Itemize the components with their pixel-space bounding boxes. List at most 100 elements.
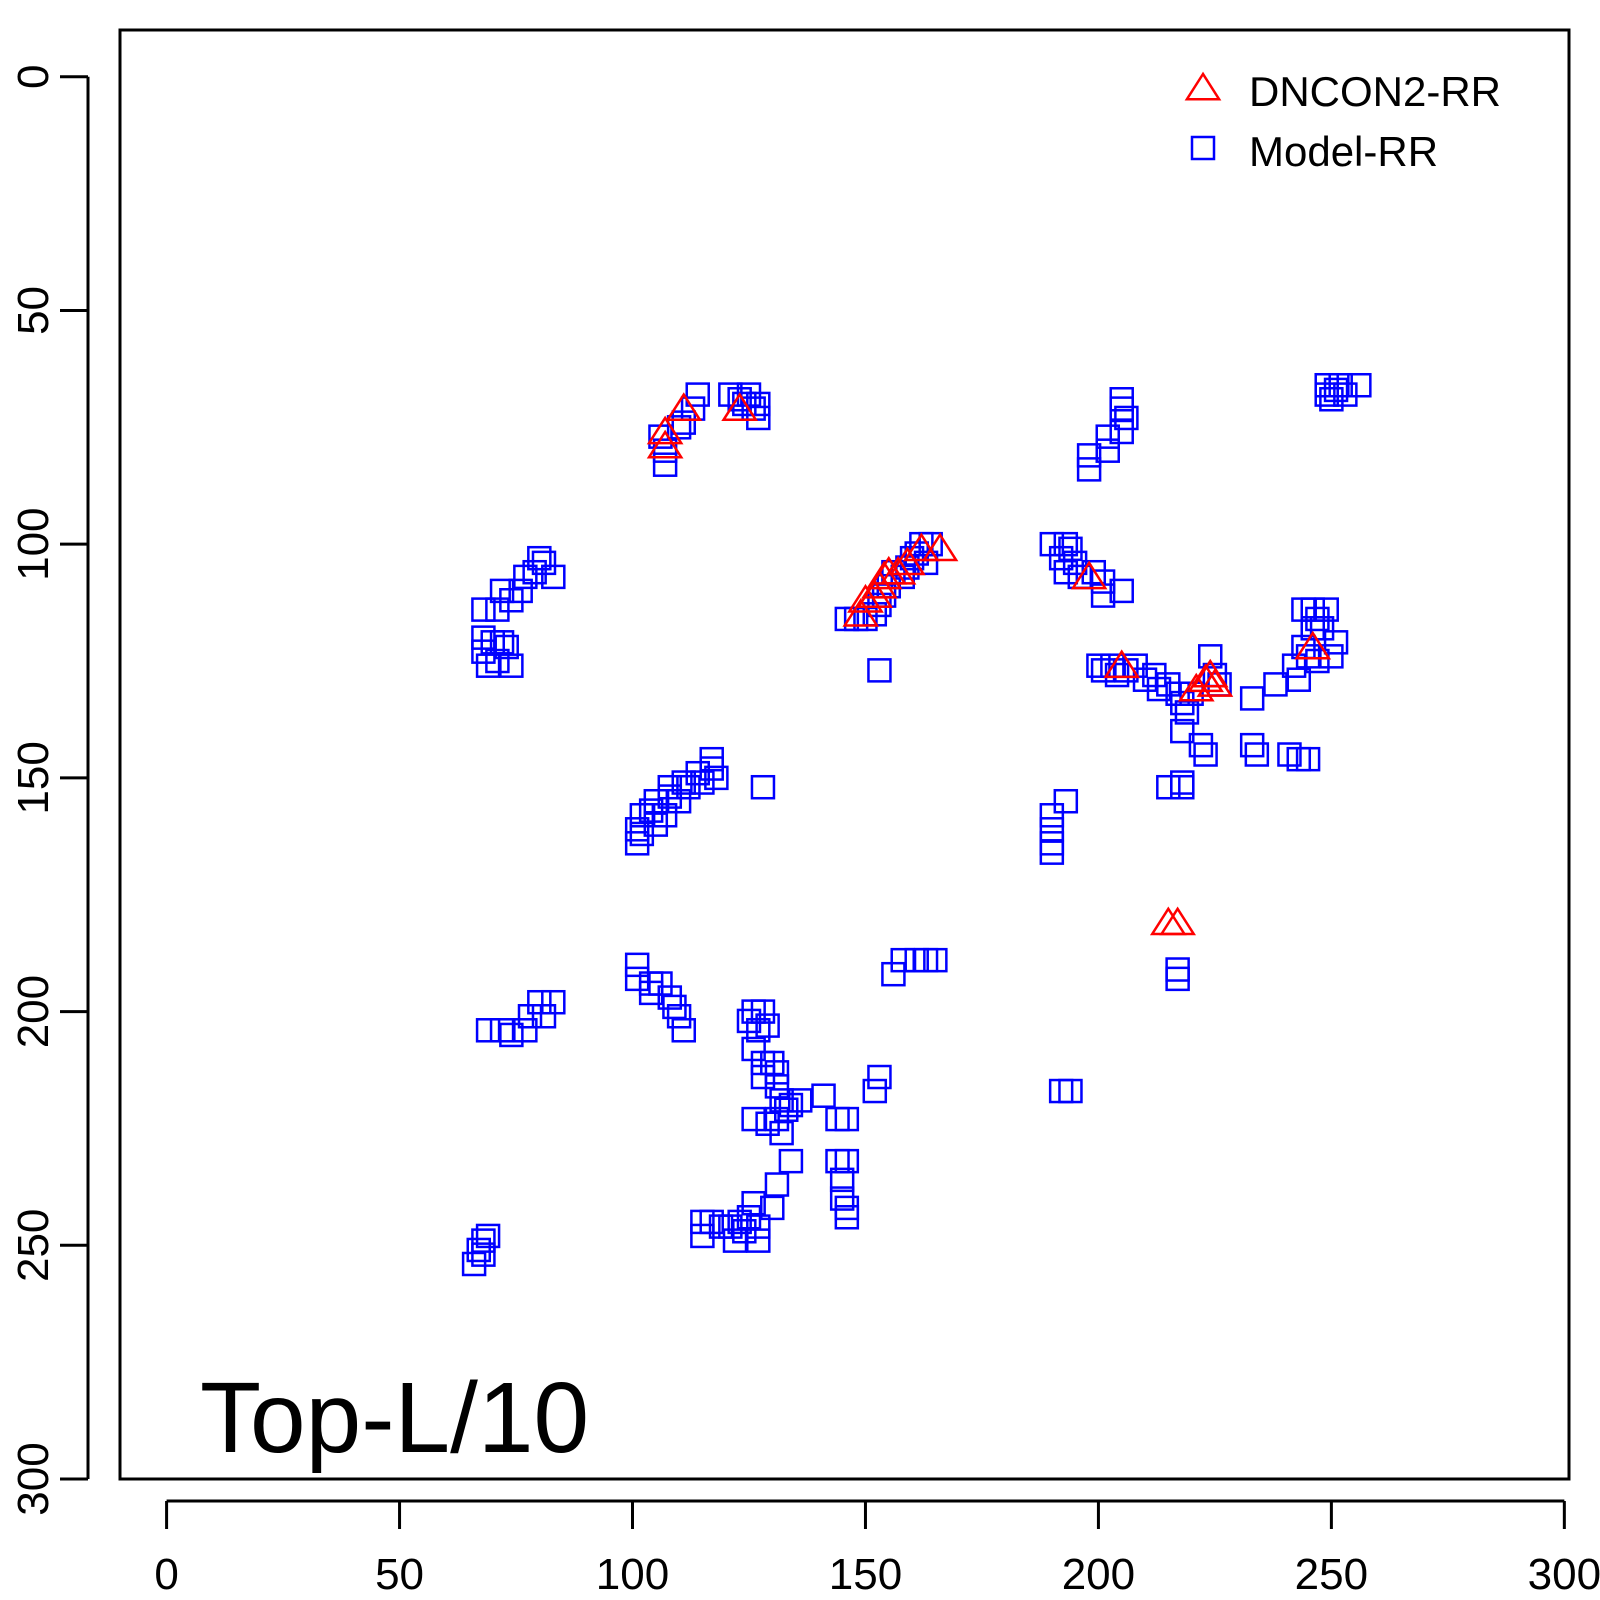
triangle-point	[879, 555, 917, 585]
y-tick-label: 250	[9, 1209, 58, 1282]
square-point	[1090, 658, 1116, 683]
square-point	[671, 410, 697, 435]
square-point	[862, 1078, 888, 1104]
square-point	[624, 952, 650, 978]
square-point	[1109, 419, 1134, 445]
square-point	[890, 947, 915, 973]
square-point	[657, 985, 683, 1010]
square-point	[1076, 457, 1102, 482]
square-point	[1039, 831, 1065, 856]
square-point	[527, 545, 552, 571]
square-point	[485, 597, 510, 622]
square-point	[736, 382, 762, 407]
triangle-point	[847, 583, 884, 613]
legend-label: DNCON2-RR	[1249, 68, 1501, 115]
square-point	[699, 746, 724, 772]
square-point	[834, 1195, 860, 1221]
triangle-point	[665, 392, 703, 422]
square-point	[671, 1018, 697, 1043]
square-point	[624, 817, 650, 842]
y-tick-label: 100	[9, 507, 58, 580]
square-point	[1244, 742, 1270, 767]
square-point	[1165, 966, 1190, 992]
square-point	[778, 1148, 804, 1174]
square-point	[750, 999, 776, 1024]
square-point	[1109, 578, 1134, 604]
square-point	[666, 1004, 692, 1029]
square-point	[1314, 597, 1339, 622]
square-point	[652, 803, 678, 828]
square-point	[666, 788, 692, 814]
square-point	[834, 1148, 860, 1174]
square-point	[708, 1214, 734, 1239]
legend: DNCON2-RR Model-RR	[1184, 68, 1501, 175]
square-point	[499, 1022, 524, 1048]
square-point	[638, 798, 664, 823]
square-point	[489, 1018, 515, 1043]
x-axis: 0 50 100 150 200 250 300	[154, 1499, 1600, 1599]
square-point	[1305, 648, 1330, 674]
square-point	[727, 387, 752, 412]
square-point	[629, 803, 655, 828]
x-tick-label: 150	[829, 1550, 902, 1599]
square-point	[1309, 616, 1335, 641]
square-point	[764, 1172, 790, 1197]
triangle-point	[889, 546, 926, 576]
square-point	[1048, 1078, 1074, 1104]
square-point	[704, 765, 729, 791]
square-point	[475, 653, 501, 678]
square-point	[1156, 774, 1181, 800]
square-point	[1263, 672, 1288, 697]
square-point	[671, 770, 697, 795]
square-point	[1048, 545, 1074, 571]
square-point	[522, 559, 547, 585]
square-point	[741, 1036, 766, 1062]
square-point	[676, 774, 701, 800]
square-point	[1281, 653, 1307, 678]
square-point	[643, 788, 669, 814]
square-point	[1053, 531, 1079, 557]
square-point	[1286, 667, 1312, 692]
square-point	[760, 1195, 785, 1221]
x-tick-label: 0	[154, 1550, 178, 1599]
square-point	[746, 391, 771, 417]
square-point	[648, 971, 673, 996]
triangle-point	[1070, 560, 1108, 590]
series-model-rr	[461, 372, 1372, 1277]
square-point	[1333, 382, 1358, 407]
square-point	[517, 1004, 543, 1029]
square-point	[1286, 746, 1312, 772]
square-point	[1170, 690, 1195, 716]
triangle-point	[1294, 630, 1332, 660]
square-point	[867, 1064, 892, 1090]
plot-frame	[118, 28, 1571, 1481]
square-point	[746, 1214, 771, 1239]
square-point	[513, 1018, 538, 1043]
points-layer	[461, 372, 1372, 1277]
square-point	[1058, 1078, 1083, 1104]
square-point	[638, 980, 664, 1006]
square-point	[811, 1083, 836, 1108]
square-point	[1039, 840, 1065, 865]
square-point	[718, 382, 743, 407]
square-point	[1146, 676, 1172, 702]
square-point	[736, 1204, 762, 1230]
y-axis: 0 50 100 150 200 250 300	[9, 64, 90, 1516]
square-point	[750, 1050, 776, 1076]
square-point	[541, 564, 566, 590]
square-point	[461, 1251, 487, 1277]
square-point	[1165, 681, 1190, 706]
square-point	[1319, 644, 1344, 669]
square-point	[466, 1237, 492, 1263]
square-point	[732, 1219, 757, 1244]
square-point	[764, 1106, 790, 1132]
triangle-point	[865, 560, 903, 590]
square-point	[471, 639, 496, 664]
square-point	[1165, 957, 1190, 982]
square-point	[494, 634, 519, 660]
square-point	[1058, 536, 1083, 562]
square-point	[1170, 770, 1195, 795]
square-point	[662, 994, 687, 1020]
square-point	[1076, 443, 1102, 468]
x-tick-label: 100	[596, 1550, 669, 1599]
